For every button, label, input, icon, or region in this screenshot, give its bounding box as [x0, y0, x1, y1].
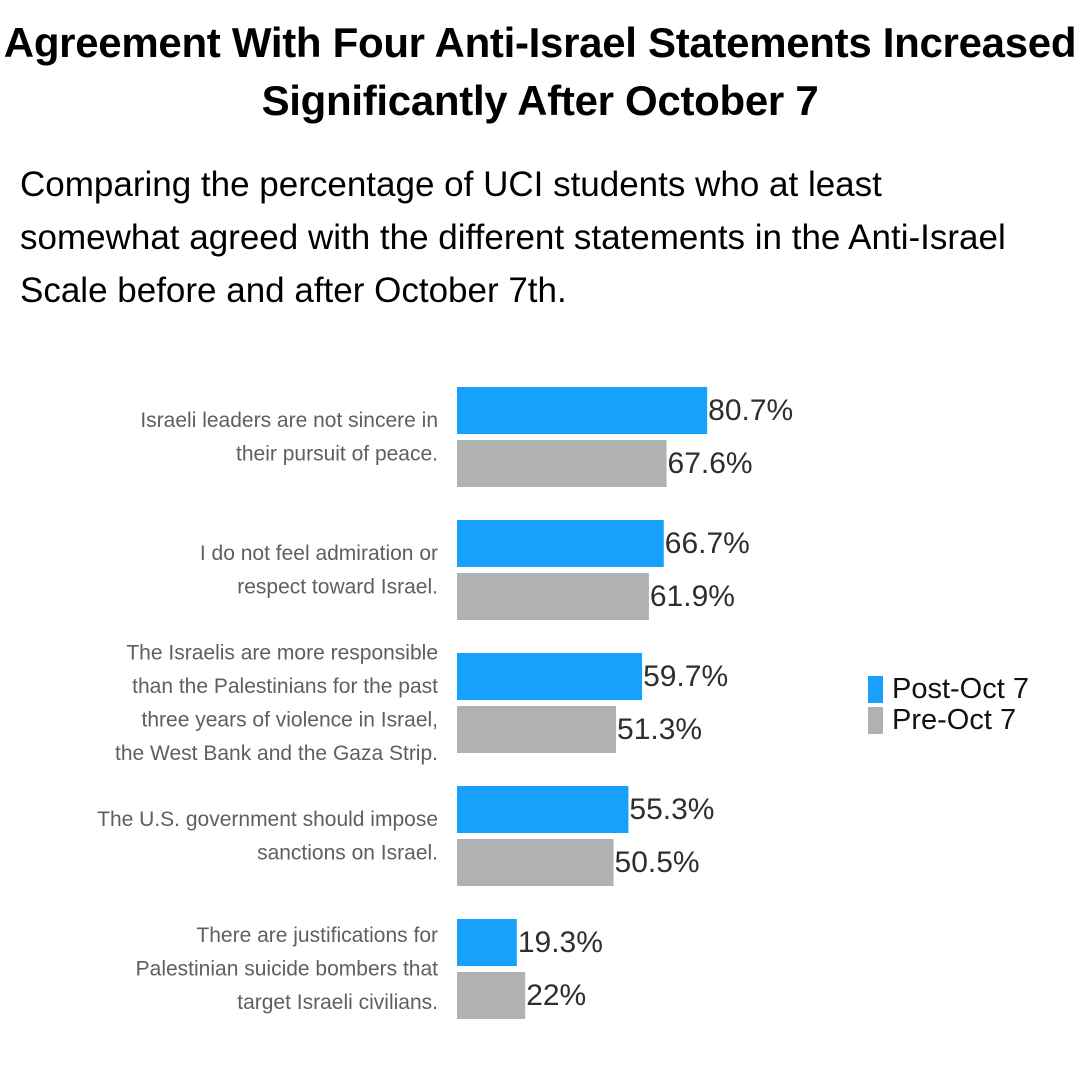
- data-label: 59.7%: [643, 660, 728, 693]
- legend: Post-Oct 7 Pre-Oct 7: [868, 673, 1029, 736]
- chart-title: Agreement With Four Anti-Israel Statemen…: [3, 19, 1077, 124]
- category-label: The Israelis are more responsible: [126, 641, 438, 664]
- data-label: 67.6%: [668, 447, 753, 480]
- category-label: than the Palestinians for the past: [132, 675, 438, 698]
- data-label: 19.3%: [518, 926, 603, 959]
- data-label: 55.3%: [629, 793, 714, 826]
- data-label: 51.3%: [617, 713, 702, 746]
- bar-pre-oct-7: [457, 839, 614, 886]
- data-label: 50.5%: [615, 846, 700, 879]
- bar-pre-oct-7: [457, 972, 526, 1019]
- category-label: sanctions on Israel.: [257, 841, 438, 864]
- bar-post-oct-7: [457, 919, 517, 966]
- data-label: 66.7%: [665, 527, 750, 560]
- category-label: Israeli leaders are not sincere in: [140, 409, 438, 432]
- category-label: The U.S. government should impose: [97, 808, 438, 831]
- bar-pre-oct-7: [457, 706, 617, 753]
- category-label: target Israeli civilians.: [237, 991, 438, 1014]
- bar-post-oct-7: [457, 520, 664, 567]
- legend-swatch-post: [868, 676, 883, 703]
- data-label: 80.7%: [708, 394, 793, 427]
- data-label: 22%: [526, 979, 586, 1012]
- chart-subtitle: Comparing the percentage of UCI students…: [20, 165, 1006, 310]
- legend-swatch-pre: [868, 707, 883, 734]
- bar-pre-oct-7: [457, 440, 667, 487]
- category-label: respect toward Israel.: [237, 575, 438, 598]
- category-label: Palestinian suicide bombers that: [136, 958, 439, 981]
- category-label: the West Bank and the Gaza Strip.: [115, 742, 438, 765]
- bar-post-oct-7: [457, 387, 708, 434]
- category-label: I do not feel admiration or: [200, 542, 438, 565]
- bar-post-oct-7: [457, 786, 629, 833]
- legend-item-post: Post-Oct 7: [868, 673, 1029, 705]
- category-label: three years of violence in Israel,: [142, 708, 438, 731]
- legend-label-post: Post-Oct 7: [892, 673, 1029, 705]
- legend-item-pre: Pre-Oct 7: [868, 704, 1029, 736]
- category-label: There are justifications for: [196, 924, 438, 947]
- bar-pre-oct-7: [457, 573, 649, 620]
- category-label: their pursuit of peace.: [236, 442, 438, 465]
- data-label: 61.9%: [650, 580, 735, 613]
- legend-label-pre: Pre-Oct 7: [892, 704, 1017, 736]
- bar-post-oct-7: [457, 653, 643, 700]
